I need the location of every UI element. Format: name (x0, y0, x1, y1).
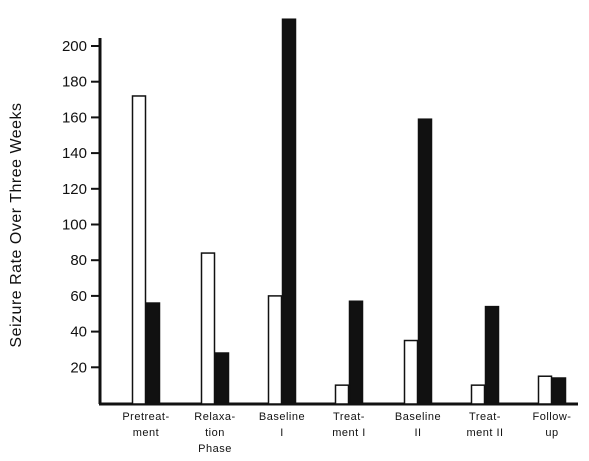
open-bar (334, 384, 350, 405)
x-category-label: Phase (198, 443, 232, 455)
filled-bar (145, 302, 161, 405)
y-tick-label: 180 (62, 74, 87, 91)
x-category-label: ment I (332, 427, 366, 439)
x-category-label: Treat- (333, 411, 365, 423)
y-tick-label: 100 (62, 217, 87, 234)
x-category-label: Relaxa- (194, 411, 235, 423)
x-category-label: Treat- (469, 411, 501, 423)
x-category-label: Baseline (395, 411, 441, 423)
filled-bar (281, 18, 297, 405)
open-bar (200, 252, 216, 405)
y-tick-label: 80 (70, 252, 87, 269)
y-tick-label: 120 (62, 181, 87, 198)
x-category-label: Pretreat- (122, 411, 169, 423)
filled-bar (417, 118, 433, 405)
y-tick-label: 200 (62, 38, 87, 55)
y-axis-title: Seizure Rate Over Three Weeks (8, 102, 25, 347)
x-category-label: II (414, 427, 421, 439)
filled-bar (551, 377, 567, 405)
y-tick-label: 160 (62, 109, 87, 126)
open-bar (267, 295, 283, 405)
y-tick-label: 20 (70, 359, 87, 376)
open-bar (470, 384, 486, 405)
x-category-label: Follow- (533, 411, 572, 423)
x-category-label: tion (205, 427, 225, 439)
x-category-label: ment (133, 427, 159, 439)
open-bar (403, 339, 419, 405)
open-bar (131, 95, 147, 405)
y-tick-label: 40 (70, 324, 87, 341)
x-category-label: I (280, 427, 284, 439)
x-category-label: Baseline (259, 411, 305, 423)
open-bar (537, 375, 553, 405)
y-tick-label: 140 (62, 145, 87, 162)
y-tick-label: 60 (70, 288, 87, 305)
filled-bar (214, 352, 230, 405)
x-category-label: up (545, 427, 558, 439)
filled-bar (348, 300, 364, 405)
filled-bar (484, 305, 500, 405)
x-category-label: ment II (466, 427, 503, 439)
